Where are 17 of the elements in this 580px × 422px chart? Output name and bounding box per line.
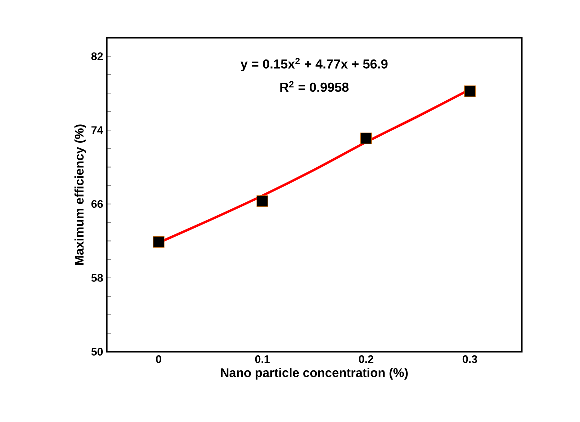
y-tick-label: 50 [92, 348, 104, 356]
point [153, 236, 165, 248]
y-tick-label: 66 [92, 200, 104, 208]
annotation: R$^{2}$ = 0.9958 [280, 81, 349, 92]
y-tick-label: 82 [92, 52, 104, 60]
point [464, 86, 476, 98]
point [360, 132, 372, 144]
y-tick-label: 58 [92, 274, 104, 282]
point [256, 196, 268, 208]
x-tick-label: 0.3 [462, 356, 478, 364]
x-axis-title: Nano particle concentration (%) [221, 368, 408, 380]
x-tick-label: 0.1 [255, 356, 270, 364]
x-tick-label: 0.2 [359, 356, 374, 364]
annotation: y = 0.15x$^{2}$ + 4.77x + 56.9 [240, 58, 388, 72]
y-axis-title: Maximum efficiency (%) [74, 124, 86, 266]
y-tick-label: 74 [92, 126, 104, 134]
x-tick-label: 0 [156, 356, 162, 364]
